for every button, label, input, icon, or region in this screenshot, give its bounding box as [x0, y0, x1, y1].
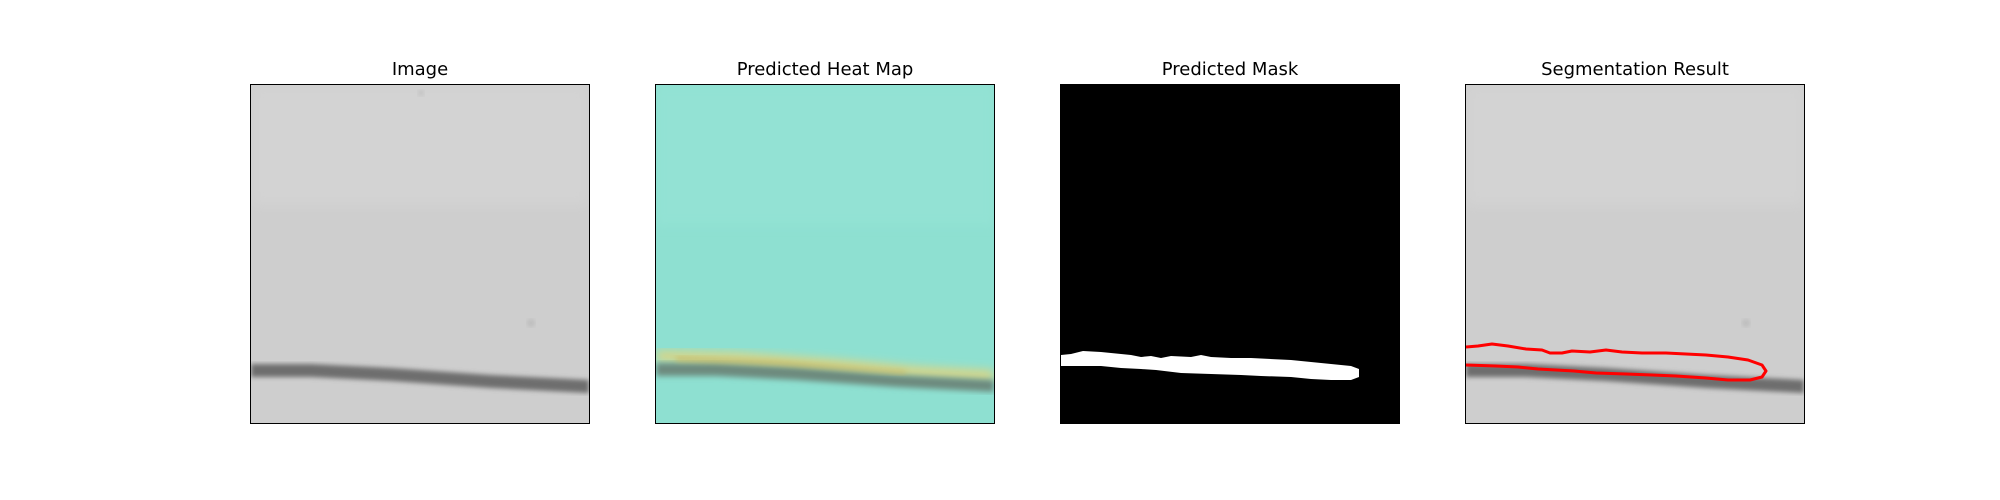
panel-title-heat-map: Predicted Heat Map [736, 59, 914, 80]
mask-region [1061, 351, 1359, 380]
panel-mask: Predicted Mask [1060, 0, 1400, 500]
grayscale-image [251, 85, 589, 423]
panel-heat-map: Predicted Heat Map [655, 0, 995, 500]
mask-image [1061, 85, 1399, 423]
mask-frame [1060, 84, 1400, 424]
panel-image: Image [250, 0, 590, 500]
heat-map-image [656, 85, 994, 423]
segmentation-contour [1466, 342, 1768, 382]
segmentation-image [1466, 85, 1804, 423]
panel-title-image: Image [391, 59, 449, 80]
panel-title-mask: Predicted Mask [1161, 59, 1299, 80]
panel-title-segmentation: Segmentation Result [1541, 59, 1729, 80]
segmentation-frame [1465, 84, 1805, 424]
image-frame [250, 84, 590, 424]
heat-map-frame [655, 84, 995, 424]
panel-segmentation: Segmentation Result [1465, 0, 1805, 500]
